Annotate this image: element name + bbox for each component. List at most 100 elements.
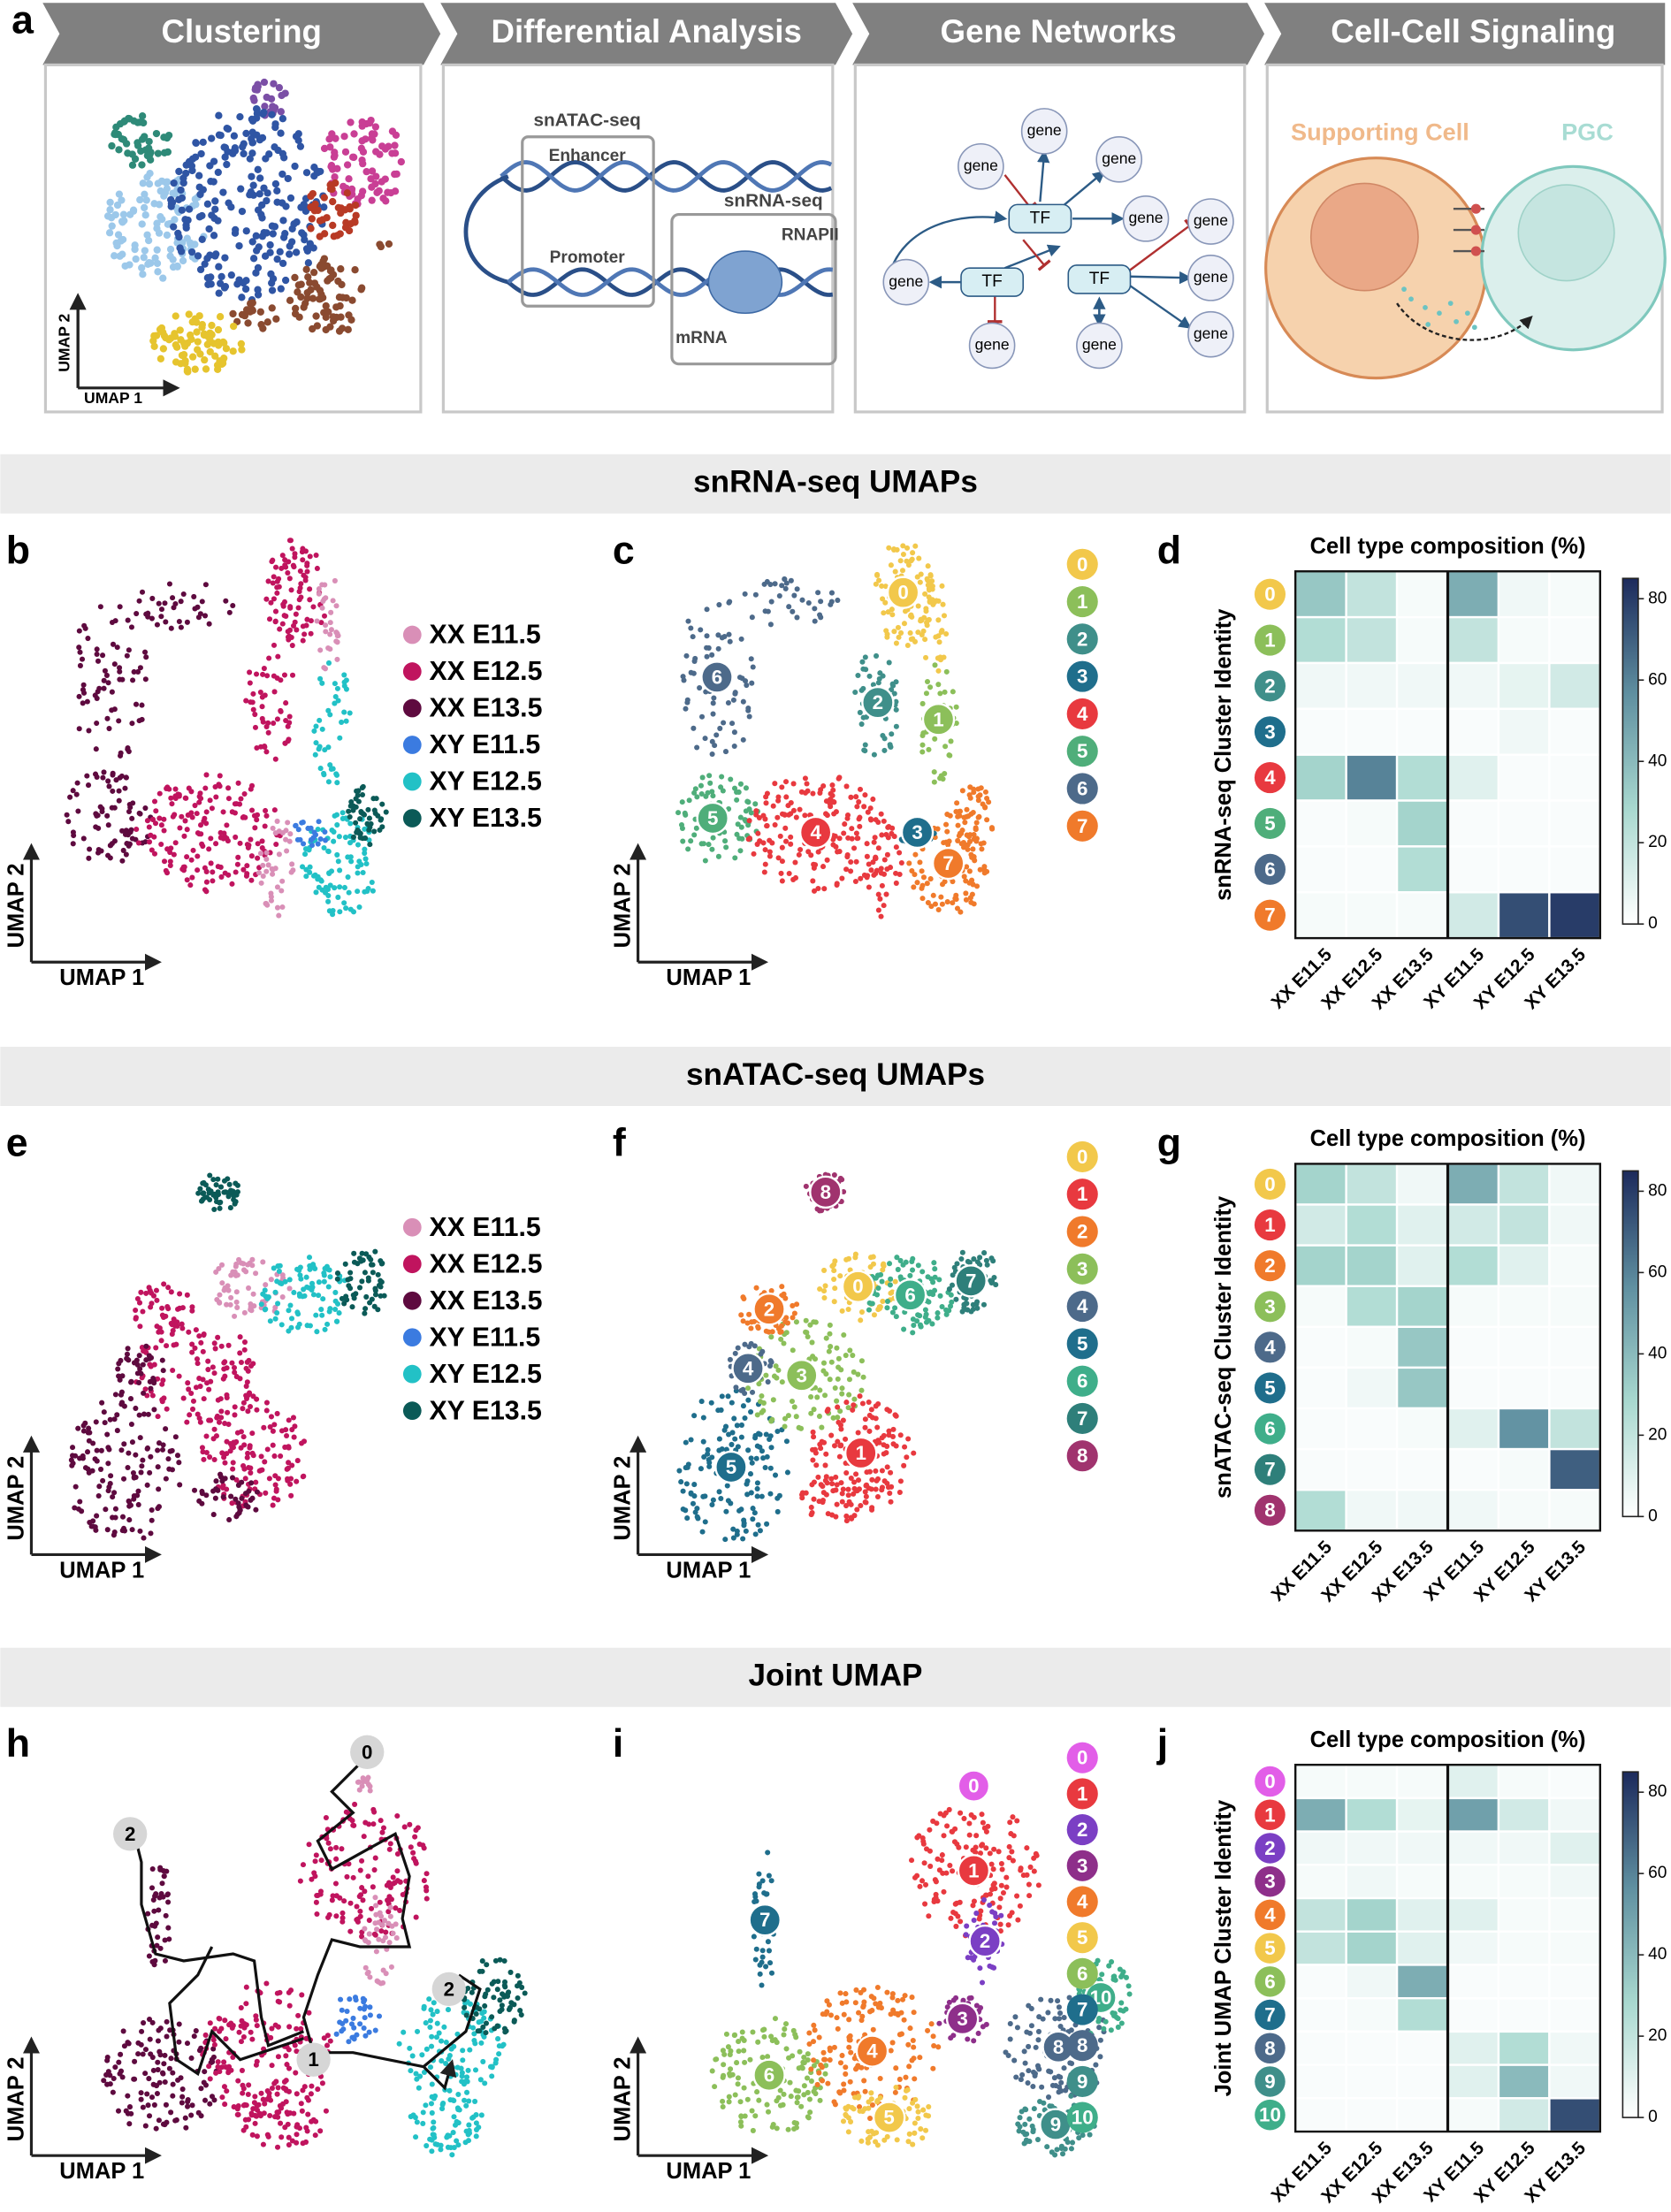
- heatmap-cell: [1497, 661, 1551, 711]
- umap-point: [943, 668, 950, 675]
- umap-point: [728, 776, 734, 782]
- umap-point: [893, 706, 899, 713]
- umap-point: [115, 2108, 122, 2114]
- umap-point: [283, 2099, 289, 2105]
- umap-point: [356, 1894, 362, 1900]
- umap-point: [171, 1342, 177, 1348]
- umap-point: [217, 1184, 225, 1190]
- colorbar-tick-label: 40: [1648, 751, 1667, 770]
- umap-point: [315, 841, 321, 847]
- umap-point: [225, 2068, 232, 2074]
- point-cloud: [258, 1255, 349, 1335]
- umap-point: [301, 841, 307, 847]
- umap-point: [118, 752, 124, 759]
- cluster-badge: [900, 815, 935, 850]
- umap-point: [222, 1373, 228, 1379]
- umap-point: [67, 794, 73, 800]
- umap-point: [983, 1257, 989, 1263]
- umap-point: [857, 823, 863, 829]
- umap-point: [194, 1356, 201, 1362]
- row-badge: [1254, 807, 1286, 840]
- umap-point: [153, 2125, 159, 2132]
- umap-point: [250, 690, 256, 697]
- network-edge: [1128, 218, 1195, 272]
- umap-point: [189, 2102, 195, 2109]
- umap-point: [238, 2023, 244, 2029]
- umap-point: [293, 822, 299, 829]
- umap-point: [910, 1316, 916, 1323]
- umap-point: [791, 1404, 797, 1410]
- umap-point: [879, 583, 885, 589]
- umap-point: [867, 805, 874, 812]
- umap-point: [853, 1471, 859, 1477]
- umap-point: [691, 725, 697, 731]
- umap-point: [680, 1506, 686, 1513]
- colorbar-tick-label: 60: [1648, 670, 1667, 689]
- umap-point: [328, 766, 334, 773]
- umap-point: [881, 736, 888, 742]
- umap-point: [258, 201, 266, 210]
- umap-point: [279, 217, 287, 225]
- umap-point: [242, 2117, 248, 2123]
- umap-point: [879, 882, 885, 889]
- umap-point: [224, 2088, 230, 2094]
- umap-point: [968, 899, 974, 905]
- umap-point: [810, 790, 816, 797]
- umap-point: [172, 812, 178, 818]
- gene-node: [968, 322, 1016, 370]
- umap-point: [688, 625, 694, 631]
- umap-point: [348, 296, 356, 304]
- umap-point: [722, 1537, 729, 1543]
- umap-point: [166, 1466, 172, 1472]
- umap-point: [228, 1294, 234, 1301]
- heatmap-cell: [1293, 845, 1347, 894]
- umap-point: [323, 1814, 329, 1821]
- umap-point: [128, 161, 137, 169]
- umap-point: [236, 801, 243, 807]
- umap-point: [244, 842, 250, 848]
- umap-point: [286, 1444, 292, 1450]
- umap-point: [220, 1483, 226, 1489]
- umap-point: [839, 1391, 845, 1397]
- umap-point: [333, 603, 340, 609]
- umap-point: [477, 2077, 484, 2083]
- umap-point: [266, 616, 273, 622]
- umap-point: [805, 1333, 811, 1339]
- umap-point: [782, 812, 788, 818]
- umap-point: [762, 861, 768, 867]
- umap-point: [112, 123, 120, 131]
- umap-point: [518, 2012, 524, 2018]
- umap-point: [891, 834, 897, 840]
- umap-point: [334, 822, 340, 828]
- umap-point: [888, 1276, 894, 1282]
- umap-point: [390, 1874, 396, 1880]
- umap-point: [475, 2028, 481, 2034]
- umap-point: [878, 811, 884, 817]
- umap-point: [837, 1408, 843, 1415]
- umap-point: [285, 1477, 291, 1484]
- row-label: 5: [1264, 1377, 1275, 1399]
- umap-point: [253, 2062, 259, 2068]
- umap-point: [793, 1319, 799, 1325]
- umap-point: [292, 248, 301, 256]
- umap-point: [345, 874, 351, 881]
- umap-point: [155, 1934, 161, 1941]
- umap-point: [270, 580, 276, 586]
- umap-point: [159, 345, 168, 353]
- umap-point: [904, 1454, 910, 1461]
- umap-point: [906, 860, 912, 866]
- umap-point: [213, 794, 219, 800]
- umap-point: [168, 1320, 174, 1326]
- umap-point: [139, 702, 145, 708]
- umap-point: [128, 624, 134, 630]
- umap-point: [126, 841, 133, 847]
- umap-point: [101, 2078, 107, 2084]
- umap-point: [742, 1415, 748, 1422]
- point-cloud: [742, 576, 841, 628]
- umap-point: [802, 775, 808, 782]
- umap-point: [129, 721, 135, 727]
- umap-point: [759, 1409, 765, 1415]
- umap-point: [200, 1348, 206, 1354]
- signal-molecule: [1464, 310, 1470, 317]
- heatmap-cell: [1395, 1244, 1449, 1287]
